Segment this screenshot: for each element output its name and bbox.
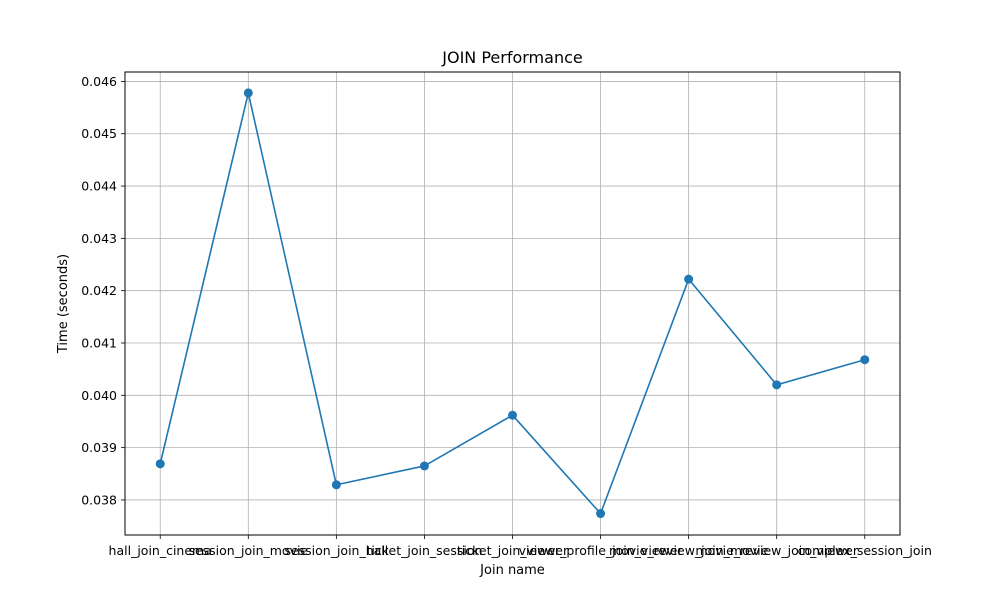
y-tick-label: 0.039 (81, 440, 117, 455)
data-point (860, 355, 870, 365)
x-tick-label: complex_session_join (798, 543, 932, 558)
y-tick-label: 0.043 (81, 231, 117, 246)
data-point (684, 274, 694, 284)
x-tick-label: hall_join_cinema (109, 543, 212, 558)
x-tick-label: movie_review_join_movie (609, 543, 769, 558)
x-tick-label: ticket_join_session (366, 543, 482, 558)
data-point (508, 410, 517, 420)
x-tick-label: ticket_join_viewer (457, 543, 569, 558)
data-point (155, 459, 165, 469)
y-axis: 0.038 0.039 0.040 0.041 0.042 0.043 0.044 0.045… (81, 74, 125, 507)
x-axis-label: Join name (479, 563, 545, 578)
grid (125, 72, 900, 535)
data-series (155, 88, 870, 519)
y-tick-label: 0.042 (81, 283, 117, 298)
x-tick-label: viewer_profile_join_viewer (519, 543, 684, 558)
data-point (243, 88, 253, 98)
x-tick-label: session_join_hall (284, 543, 388, 558)
chart-title: JOIN Performance (441, 48, 582, 67)
x-tick-label: movie_review_join_viewer (695, 543, 858, 558)
y-axis-label: Time (seconds) (56, 254, 71, 354)
data-point (596, 509, 606, 519)
y-tick-label: 0.040 (81, 388, 117, 403)
y-tick-label: 0.041 (81, 335, 117, 350)
y-tick-label: 0.045 (81, 126, 117, 141)
data-point (331, 480, 341, 490)
y-tick-label: 0.038 (81, 492, 117, 507)
x-axis: hall_join_cinemasession_join_moviesessio… (109, 535, 932, 558)
data-point (772, 380, 782, 390)
data-point (419, 461, 429, 471)
y-tick-label: 0.046 (81, 74, 117, 89)
x-tick-label: session_join_movie (188, 543, 308, 558)
y-tick-label: 0.044 (81, 179, 117, 194)
